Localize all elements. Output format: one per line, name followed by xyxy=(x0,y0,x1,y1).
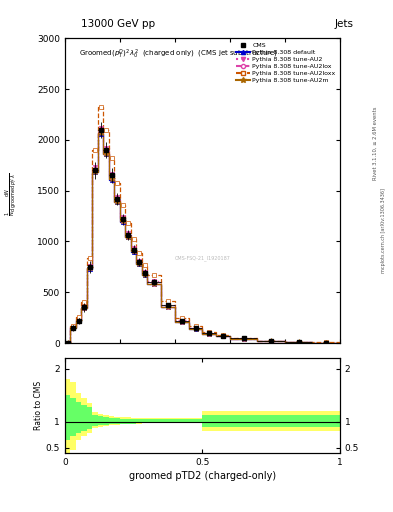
CMS xyxy=(126,232,130,239)
Legend: CMS, Pythia 8.308 default, Pythia 8.308 tune-AU2, Pythia 8.308 tune-AU2lox, Pyth: CMS, Pythia 8.308 default, Pythia 8.308 … xyxy=(235,41,337,84)
CMS xyxy=(104,147,108,153)
CMS xyxy=(98,127,103,133)
CMS xyxy=(152,279,156,285)
Y-axis label: Ratio to CMS: Ratio to CMS xyxy=(34,381,43,430)
Text: mcplots.cern.ch [arXiv:1306.3436]: mcplots.cern.ch [arXiv:1306.3436] xyxy=(381,188,386,273)
CMS xyxy=(296,339,301,345)
X-axis label: groomed pTD2 (charged-only): groomed pTD2 (charged-only) xyxy=(129,471,276,481)
Text: $\frac{1}{\mathrm{N}}\frac{\mathrm{d}N}{\mathrm{d}\,\mathrm{groomed}\,p_T^D\,\la: $\frac{1}{\mathrm{N}}\frac{\mathrm{d}N}{… xyxy=(4,173,20,216)
CMS xyxy=(180,317,184,324)
Text: Groomed$(p_T^D)^2\lambda_0^{\,2}$  (charged only)  (CMS jet substructure): Groomed$(p_T^D)^2\lambda_0^{\,2}$ (charg… xyxy=(79,48,277,61)
CMS xyxy=(115,196,119,202)
Text: Jets: Jets xyxy=(335,19,354,30)
CMS xyxy=(131,247,136,253)
CMS xyxy=(324,339,329,346)
CMS xyxy=(166,303,171,309)
CMS xyxy=(82,305,86,311)
CMS xyxy=(109,173,114,179)
CMS xyxy=(193,325,198,331)
CMS xyxy=(241,335,246,341)
CMS xyxy=(76,317,81,324)
CMS xyxy=(87,264,92,270)
Text: 13000 GeV pp: 13000 GeV pp xyxy=(81,19,155,30)
CMS xyxy=(93,167,97,174)
CMS xyxy=(71,325,75,331)
CMS xyxy=(207,330,212,336)
Line: CMS: CMS xyxy=(65,127,329,346)
CMS xyxy=(65,340,70,346)
CMS xyxy=(269,338,274,344)
CMS xyxy=(142,270,147,276)
Text: Rivet 3.1.10, ≥ 2.6M events: Rivet 3.1.10, ≥ 2.6M events xyxy=(373,106,378,180)
CMS xyxy=(221,333,226,339)
Text: CMS-FSQ-21_I1920187: CMS-FSQ-21_I1920187 xyxy=(174,255,230,261)
CMS xyxy=(120,216,125,222)
CMS xyxy=(137,259,141,265)
